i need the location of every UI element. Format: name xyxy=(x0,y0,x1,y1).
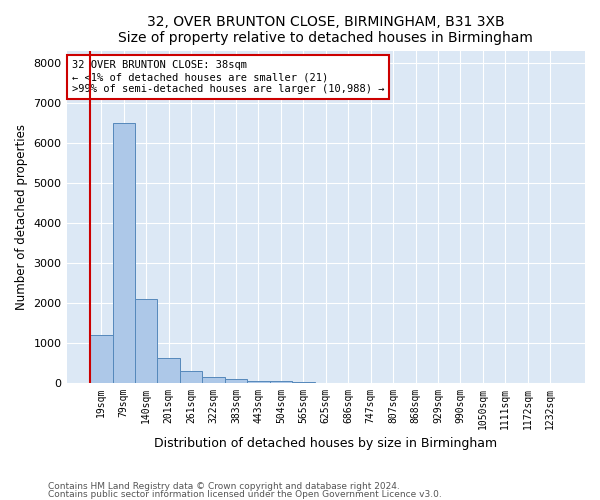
Bar xyxy=(202,376,225,382)
Text: Contains HM Land Registry data © Crown copyright and database right 2024.: Contains HM Land Registry data © Crown c… xyxy=(48,482,400,491)
X-axis label: Distribution of detached houses by size in Birmingham: Distribution of detached houses by size … xyxy=(154,437,497,450)
Bar xyxy=(247,380,269,382)
Bar xyxy=(157,358,180,382)
Y-axis label: Number of detached properties: Number of detached properties xyxy=(15,124,28,310)
Text: Contains public sector information licensed under the Open Government Licence v3: Contains public sector information licen… xyxy=(48,490,442,499)
Title: 32, OVER BRUNTON CLOSE, BIRMINGHAM, B31 3XB
Size of property relative to detache: 32, OVER BRUNTON CLOSE, BIRMINGHAM, B31 … xyxy=(118,15,533,45)
Bar xyxy=(113,122,135,382)
Bar xyxy=(90,334,113,382)
Text: 32 OVER BRUNTON CLOSE: 38sqm
← <1% of detached houses are smaller (21)
>99% of s: 32 OVER BRUNTON CLOSE: 38sqm ← <1% of de… xyxy=(72,60,384,94)
Bar xyxy=(180,370,202,382)
Bar xyxy=(225,378,247,382)
Bar xyxy=(135,298,157,382)
